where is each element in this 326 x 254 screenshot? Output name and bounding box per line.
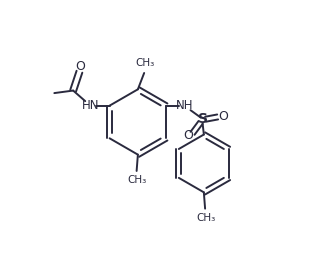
Text: HN: HN bbox=[82, 99, 99, 112]
Text: NH: NH bbox=[176, 99, 194, 112]
Text: O: O bbox=[183, 129, 193, 142]
Text: CH₃: CH₃ bbox=[197, 213, 216, 223]
Text: CH₃: CH₃ bbox=[127, 176, 146, 185]
Text: S: S bbox=[198, 113, 208, 126]
Text: O: O bbox=[75, 60, 85, 73]
Text: CH₃: CH₃ bbox=[136, 58, 155, 69]
Text: O: O bbox=[218, 110, 228, 123]
